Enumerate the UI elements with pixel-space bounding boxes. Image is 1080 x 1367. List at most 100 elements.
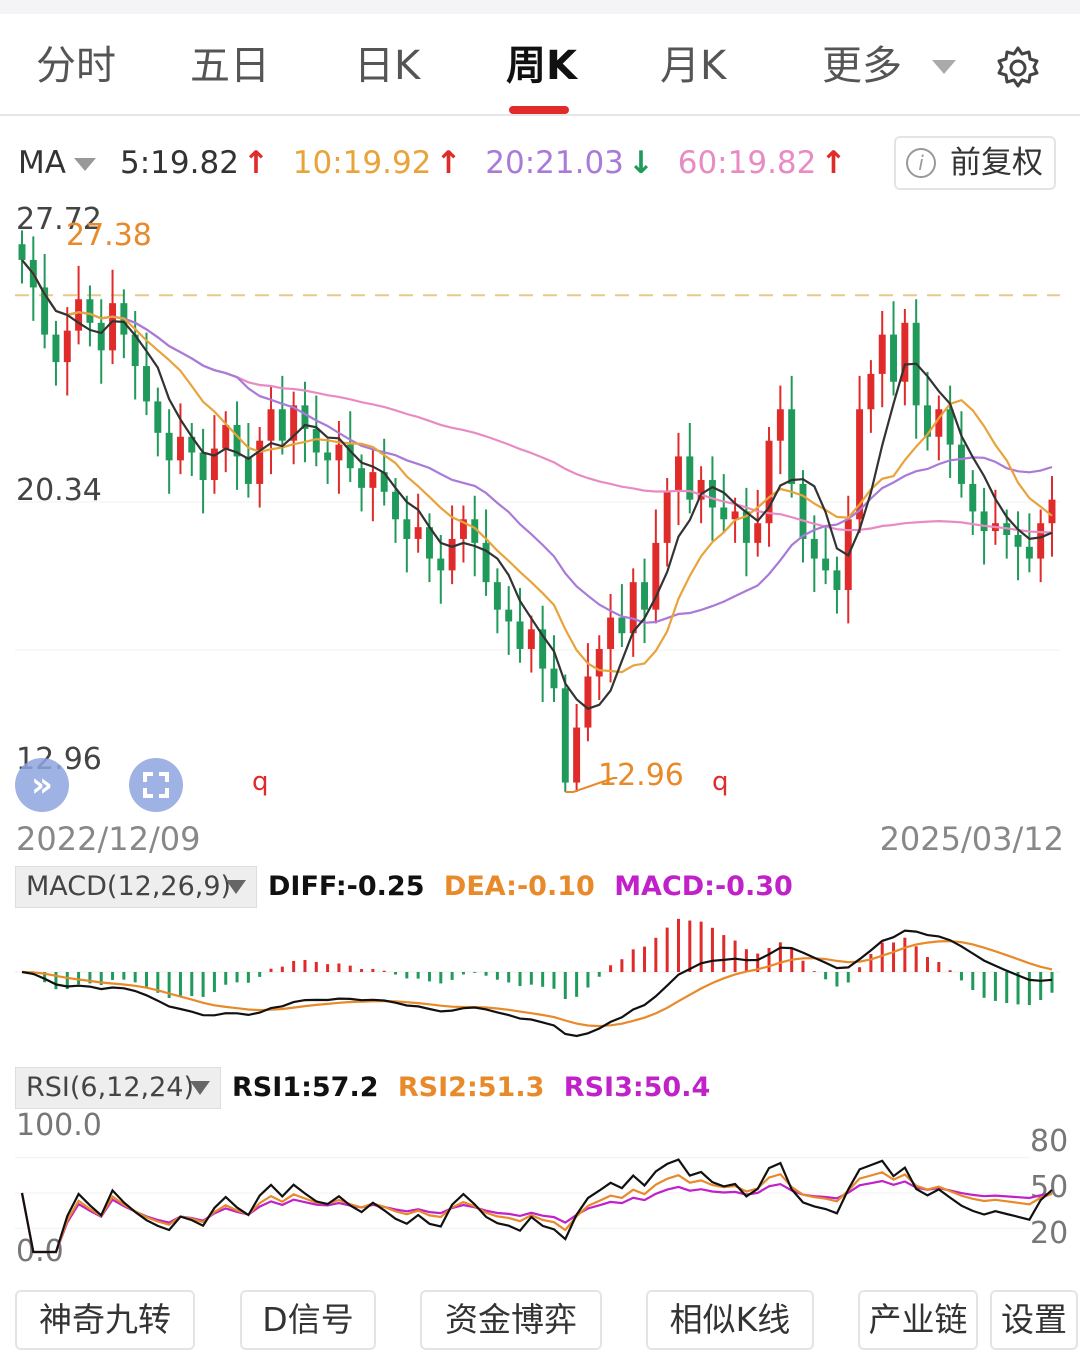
expand-left-button[interactable]: » bbox=[15, 758, 69, 812]
candle-body bbox=[380, 472, 388, 492]
candle-body bbox=[833, 570, 841, 591]
price-axis-mid: 20.34 bbox=[16, 473, 102, 508]
candle-body bbox=[595, 648, 603, 677]
caret-down-icon bbox=[226, 880, 246, 894]
candle-body bbox=[482, 542, 490, 583]
candle-body bbox=[641, 582, 648, 610]
tab-yuek[interactable]: 月K bbox=[660, 43, 727, 89]
tab-zhouk[interactable]: 周K bbox=[506, 43, 577, 89]
rsi-selector[interactable]: RSI(6,12,24) bbox=[15, 1067, 221, 1109]
industry-chain-button[interactable]: 产业链 bbox=[858, 1290, 978, 1350]
adjust-button[interactable]: i 前复权 bbox=[894, 136, 1056, 190]
fullscreen-icon bbox=[143, 772, 169, 798]
candle-body bbox=[527, 629, 535, 649]
gear-icon[interactable] bbox=[994, 44, 1042, 92]
candle-body bbox=[1025, 546, 1033, 559]
settings-button[interactable]: 设置 bbox=[990, 1290, 1078, 1350]
fund-game-button[interactable]: 资金博弈 bbox=[420, 1290, 602, 1350]
ma60-value: 60:19.82 ↑ bbox=[677, 145, 847, 181]
caret-down-icon bbox=[190, 1081, 210, 1095]
ma10-value: 10:19.92 ↑ bbox=[292, 145, 462, 181]
chevron-down-icon bbox=[932, 60, 956, 74]
price-axis-top: 27.72 bbox=[16, 202, 102, 237]
candle-body bbox=[539, 629, 547, 669]
candle-body bbox=[561, 688, 569, 783]
candle-body bbox=[584, 676, 592, 728]
ma10-line bbox=[21, 259, 1053, 674]
candle-body bbox=[312, 428, 320, 453]
candle-body bbox=[799, 483, 807, 539]
candle-body bbox=[1048, 499, 1056, 524]
candle-body bbox=[550, 668, 558, 689]
candle-body bbox=[856, 409, 864, 520]
candle-body bbox=[675, 456, 682, 492]
candle-body bbox=[278, 409, 286, 441]
ma-selector[interactable]: MA bbox=[18, 140, 96, 186]
candle-body bbox=[52, 334, 60, 363]
candle-body bbox=[18, 244, 26, 260]
rsi-selector-label: RSI(6,12,24) bbox=[26, 1072, 194, 1103]
tab-wuri[interactable]: 五日 bbox=[190, 43, 270, 89]
rsi2-value: RSI2:51.3 bbox=[397, 1072, 545, 1103]
tab-more[interactable]: 更多 bbox=[822, 43, 902, 89]
candle-body bbox=[267, 409, 275, 441]
macd-chart[interactable] bbox=[0, 910, 1080, 1060]
candle-body bbox=[63, 330, 71, 363]
candle-body bbox=[980, 511, 988, 532]
candle-body bbox=[946, 409, 954, 445]
tab-rik[interactable]: 日K bbox=[354, 43, 421, 89]
rsi1-line bbox=[20, 1158, 1053, 1254]
candle-body bbox=[969, 483, 977, 512]
rsi-chart[interactable] bbox=[0, 1130, 1080, 1260]
candle-body bbox=[301, 405, 309, 429]
candle-body bbox=[663, 491, 671, 543]
rsi-tick-80: 80 bbox=[1030, 1124, 1069, 1159]
macd-dea-value: DEA:-0.10 bbox=[443, 871, 595, 902]
candle-body bbox=[222, 424, 230, 449]
macd-macd-value: MACD:-0.30 bbox=[614, 871, 793, 902]
candle-body bbox=[199, 452, 207, 480]
ma5-value: 5:19.82 ↑ bbox=[120, 145, 269, 181]
d-signal-button[interactable]: D信号 bbox=[240, 1290, 376, 1350]
candle-body bbox=[256, 440, 264, 484]
candle-body bbox=[493, 582, 501, 610]
candle-body bbox=[471, 519, 479, 543]
signal-marker: q bbox=[252, 767, 269, 797]
rsi3-value: RSI3:50.4 bbox=[563, 1072, 711, 1103]
candle-body bbox=[176, 436, 184, 461]
fullscreen-button[interactable] bbox=[129, 758, 183, 812]
date-start: 2022/12/09 bbox=[16, 820, 201, 858]
candle-body bbox=[957, 444, 965, 484]
candlestick-chart[interactable] bbox=[0, 200, 1080, 815]
macd-selector[interactable]: MACD(12,26,9) bbox=[15, 866, 257, 908]
candle-body bbox=[324, 452, 332, 461]
similar-kline-button[interactable]: 相似K线 bbox=[646, 1290, 814, 1350]
ma20-value: 20:21.03 ↓ bbox=[485, 145, 654, 181]
candle-body bbox=[720, 507, 728, 520]
candle-body bbox=[369, 472, 377, 488]
period-tabs: 分时 五日 日K 周K 月K 更多 bbox=[0, 14, 1080, 116]
candle-body bbox=[867, 373, 875, 410]
dea-line bbox=[21, 939, 1053, 1028]
signal-marker: q bbox=[712, 767, 729, 797]
ma20-line bbox=[21, 259, 1053, 624]
magic-nine-button[interactable]: 神奇九转 bbox=[15, 1290, 195, 1350]
candle-body bbox=[154, 401, 162, 433]
candle-body bbox=[776, 409, 784, 441]
candle-body bbox=[742, 511, 750, 543]
diff-line bbox=[21, 929, 1053, 1038]
macd-values: DIFF:-0.25 DEA:-0.10 MACD:-0.30 bbox=[268, 866, 803, 908]
candle-body bbox=[358, 468, 366, 488]
candle-body bbox=[426, 527, 433, 559]
rsi2-line bbox=[20, 1171, 1053, 1254]
ma5-line bbox=[21, 259, 1053, 710]
candle-body bbox=[788, 409, 796, 484]
tab-fenshi[interactable]: 分时 bbox=[36, 43, 116, 89]
candle-body bbox=[607, 617, 615, 649]
candle-body bbox=[505, 609, 513, 622]
candle-body bbox=[437, 558, 445, 571]
candle-body bbox=[188, 436, 196, 453]
candle-body bbox=[1037, 523, 1045, 559]
rsi-tick-20: 20 bbox=[1030, 1216, 1069, 1251]
rsi1-value: RSI1:57.2 bbox=[232, 1072, 379, 1103]
